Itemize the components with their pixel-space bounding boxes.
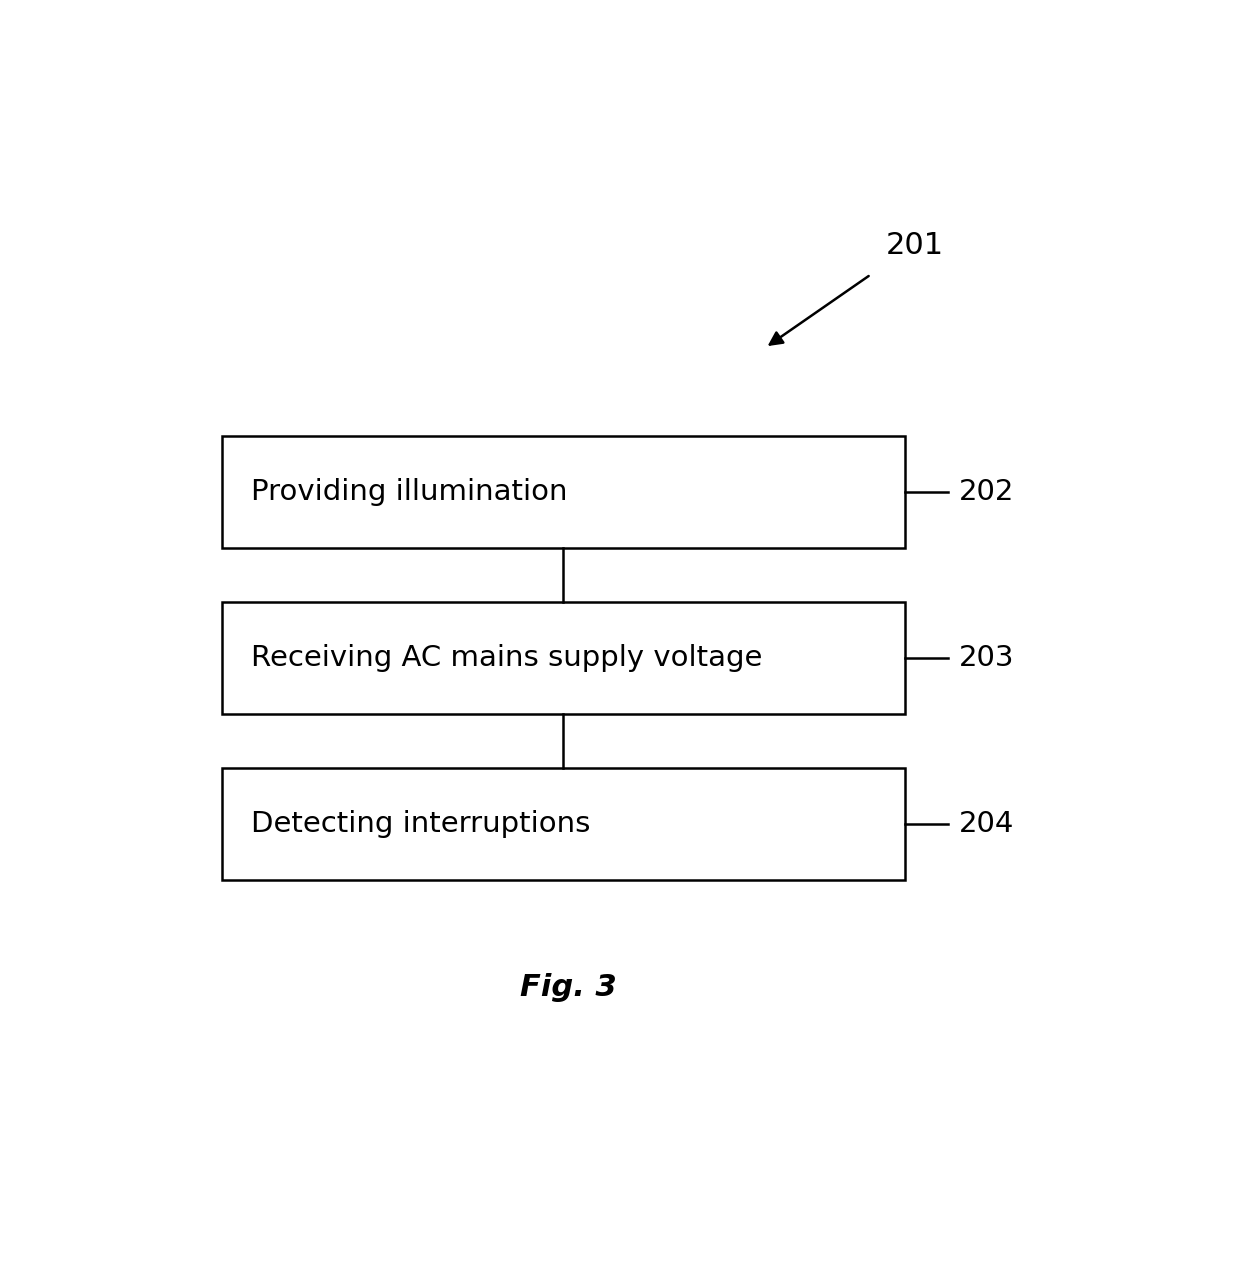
Bar xyxy=(222,768,904,881)
Text: 203: 203 xyxy=(960,643,1014,673)
Bar xyxy=(222,435,904,548)
Text: 201: 201 xyxy=(885,231,944,260)
Text: 204: 204 xyxy=(960,810,1014,838)
Text: Fig. 3: Fig. 3 xyxy=(520,973,616,1003)
Text: Receiving AC mains supply voltage: Receiving AC mains supply voltage xyxy=(250,643,763,673)
Text: Providing illumination: Providing illumination xyxy=(250,478,568,506)
Bar xyxy=(222,602,904,714)
Text: 202: 202 xyxy=(960,478,1014,506)
Text: Detecting interruptions: Detecting interruptions xyxy=(250,810,590,838)
